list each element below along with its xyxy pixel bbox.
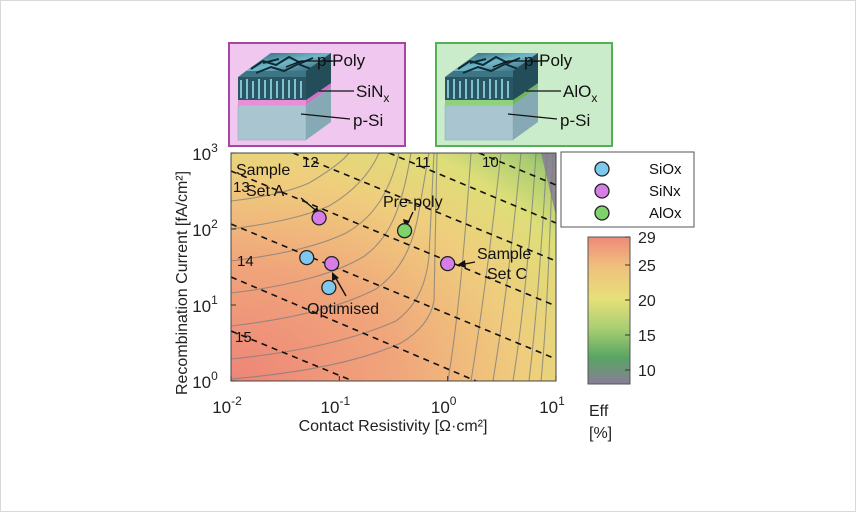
- inset-label-alox: AlOx: [563, 82, 597, 105]
- x-axis-title: Contact Resistivity [Ω·cm²]: [299, 418, 488, 435]
- colorbar-tick-label: 10: [638, 363, 656, 380]
- colorbar-ticks: 29 25 20 15 10: [625, 230, 656, 380]
- inset-label-p-poly: p-Poly: [317, 51, 366, 70]
- y-tick-label: 101: [192, 293, 218, 316]
- inset-leaders: [285, 60, 354, 120]
- data-point-alox: [396, 223, 413, 239]
- legend-marker-alox: [594, 205, 610, 221]
- annotation-sample-set-c: Sample Set C: [457, 246, 531, 283]
- inset-label-p-si: p-Si: [353, 111, 383, 130]
- contour-label-14: 14: [237, 253, 254, 270]
- annotation-sample-set-a: Sample Set A: [236, 162, 321, 215]
- colorbar-tick-label: 20: [638, 293, 656, 310]
- layer-stack-illustration: [444, 53, 538, 141]
- inset-sinx-stack: p-Poly SiNx p-Si: [228, 42, 406, 147]
- annotation-text: Pre-poly: [383, 194, 443, 211]
- inset-label-p-si: p-Si: [560, 111, 590, 130]
- legend-items: SiOx SiNx AlOx: [594, 161, 682, 222]
- data-point-sinx: [440, 256, 456, 272]
- inset-leaders: [492, 60, 561, 120]
- annotation-arrowhead: [457, 260, 466, 268]
- annotation-arrowhead: [332, 272, 339, 281]
- iso-efficiency-dashed-lines: [231, 153, 556, 381]
- x-axis-ticks: 10-2 10-1 100 101: [212, 376, 565, 417]
- x-tick-label: 10-2: [212, 394, 242, 417]
- colorbar-tick-label: 15: [638, 328, 656, 345]
- contour-label-15: 15: [235, 329, 252, 346]
- y-axis-ticks: 100 101 102 103: [192, 141, 236, 392]
- data-point-sinx: [324, 256, 340, 272]
- y-axis-title: Recombination Current [fA/cm²]: [174, 171, 191, 395]
- annotation-text: Optimised: [307, 301, 379, 318]
- inset-label-sinx: SiNx: [356, 82, 389, 105]
- colorbar-tick-label: 25: [638, 258, 656, 275]
- legend-label-alox: AlOx: [649, 205, 682, 222]
- data-point-siox: [321, 279, 337, 296]
- contour-label-13: 13: [233, 179, 250, 196]
- layer-stack-illustration: [237, 53, 331, 141]
- inset-label-p-poly: p-Poly: [524, 51, 573, 70]
- y-tick-label: 100: [192, 369, 218, 392]
- x-tick-label: 10-1: [321, 394, 351, 417]
- plot-frame: [230, 152, 557, 382]
- annotation-text: Sample Set C: [477, 246, 531, 283]
- data-point-siox: [299, 249, 315, 266]
- plot-area: [231, 153, 556, 381]
- data-point-sinx: [311, 210, 327, 226]
- annotation-text: Sample Set A: [236, 162, 290, 200]
- colorbar-label-eff: Eff: [589, 403, 609, 420]
- contour-label-12: 12: [302, 154, 319, 171]
- legend-marker-sinx: [594, 183, 610, 199]
- x-tick-label: 100: [431, 394, 457, 417]
- y-tick-label: 103: [192, 141, 218, 164]
- colorbar: 29 25 20 15 10 Eff [%]: [587, 230, 656, 442]
- legend-label-sinx: SiNx: [649, 183, 681, 200]
- y-tick-label: 102: [192, 217, 218, 240]
- colorbar-label-unit: [%]: [589, 425, 612, 442]
- contour-label-11: 11: [415, 154, 431, 171]
- annotation-optimised: Optimised: [307, 272, 379, 318]
- data-markers: [299, 210, 456, 296]
- legend-label-siox: SiOx: [649, 161, 682, 178]
- colorbar-gradient: [587, 236, 631, 385]
- contour-label-10: 10: [482, 154, 499, 171]
- legend: SiOx SiNx AlOx: [560, 151, 695, 228]
- efficiency-contour-lines: [231, 153, 554, 381]
- colorbar-tick-label: 29: [638, 230, 656, 247]
- x-tick-label: 101: [539, 394, 565, 417]
- legend-box: [560, 151, 695, 228]
- legend-marker-siox: [594, 161, 610, 177]
- inset-alox-stack: p-Poly AlOx p-Si: [435, 42, 613, 147]
